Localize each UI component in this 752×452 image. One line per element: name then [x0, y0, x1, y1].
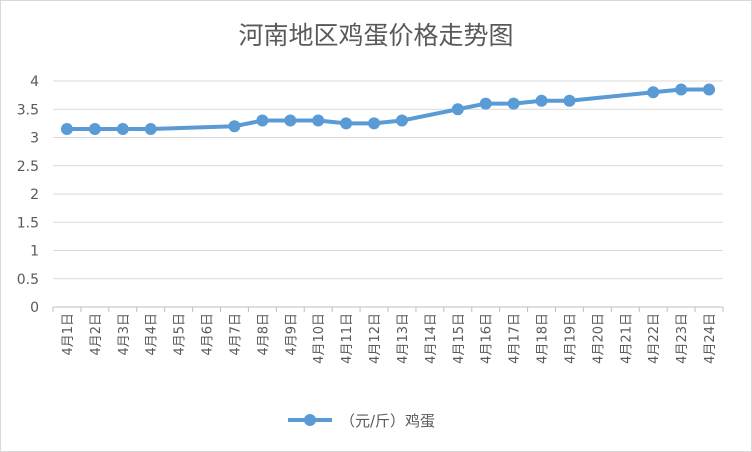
- data-point: [479, 97, 492, 110]
- y-axis-ticks: 0 0.5 1 1.5 2 2.5 3 3.5 4: [17, 74, 39, 316]
- y-tick-label: 4: [30, 74, 39, 90]
- x-tick-label: 4月2日: [89, 313, 104, 356]
- data-point: [647, 86, 660, 99]
- x-tick-label: 4月4日: [145, 313, 160, 356]
- x-tick-label: 4月17日: [508, 313, 523, 364]
- data-point: [535, 94, 548, 107]
- data-point: [60, 123, 73, 136]
- x-tick-label: 4月19日: [563, 313, 578, 364]
- x-tick-label: 4月6日: [201, 313, 216, 356]
- x-tick-label: 4月13日: [396, 313, 411, 364]
- x-tick-label: 4月18日: [536, 313, 551, 364]
- legend-marker: [304, 414, 316, 426]
- x-tick-label: 4月1日: [61, 313, 76, 356]
- x-tick-label: 4月9日: [284, 313, 299, 356]
- x-tick-label: 4月5日: [173, 313, 188, 356]
- data-point: [507, 97, 520, 110]
- y-tick-label: 3: [30, 131, 39, 147]
- x-tick-label: 4月16日: [480, 313, 495, 364]
- y-tick-label: 1.5: [17, 215, 39, 231]
- y-tick-label: 1: [30, 244, 39, 260]
- x-axis: 4月1日 4月2日 4月3日 4月4日 4月5日 4月6日 4月7日 4月8日 4月9日 4月10…: [52, 306, 724, 364]
- data-point: [312, 114, 325, 127]
- data-point: [284, 114, 297, 127]
- data-point: [256, 114, 269, 127]
- data-point: [675, 83, 688, 96]
- x-tick-label: 4月20日: [591, 313, 606, 364]
- x-tick-label: 4月22日: [647, 313, 662, 364]
- data-point: [340, 117, 353, 130]
- y-tick-label: 0.5: [17, 272, 39, 288]
- legend: （元/斤）鸡蛋: [288, 412, 435, 430]
- data-point: [395, 114, 408, 127]
- x-tick-label: 4月21日: [619, 313, 634, 364]
- x-tick-label: 4月15日: [452, 313, 467, 364]
- data-point: [116, 123, 129, 136]
- y-tick-label: 2.5: [17, 159, 39, 175]
- data-point: [703, 83, 716, 96]
- x-tick-label: 4月23日: [675, 313, 690, 364]
- x-tick-label: 4月12日: [368, 313, 383, 364]
- data-point: [563, 94, 576, 107]
- chart-title: 河南地区鸡蛋价格走势图: [238, 21, 513, 50]
- data-point: [451, 103, 464, 116]
- series-layer: [60, 83, 716, 136]
- y-tick-label: 0: [30, 300, 39, 316]
- data-point: [144, 123, 157, 136]
- y-tick-label: 2: [30, 187, 39, 203]
- y-tick-label: 3.5: [17, 102, 39, 118]
- legend-label: （元/斤）鸡蛋: [340, 412, 435, 430]
- x-tick-label: 4月3日: [117, 313, 132, 356]
- x-tick-label: 4月11日: [340, 313, 355, 364]
- data-point: [368, 117, 381, 130]
- x-tick-label: 4月7日: [228, 313, 243, 356]
- gridlines: [53, 80, 723, 280]
- data-point: [88, 123, 101, 136]
- x-tick-label: 4月8日: [256, 313, 271, 356]
- x-tick-label: 4月10日: [312, 313, 327, 364]
- data-point: [228, 120, 241, 133]
- x-tick-label: 4月14日: [424, 313, 439, 364]
- x-tick-label: 4月24日: [703, 313, 718, 364]
